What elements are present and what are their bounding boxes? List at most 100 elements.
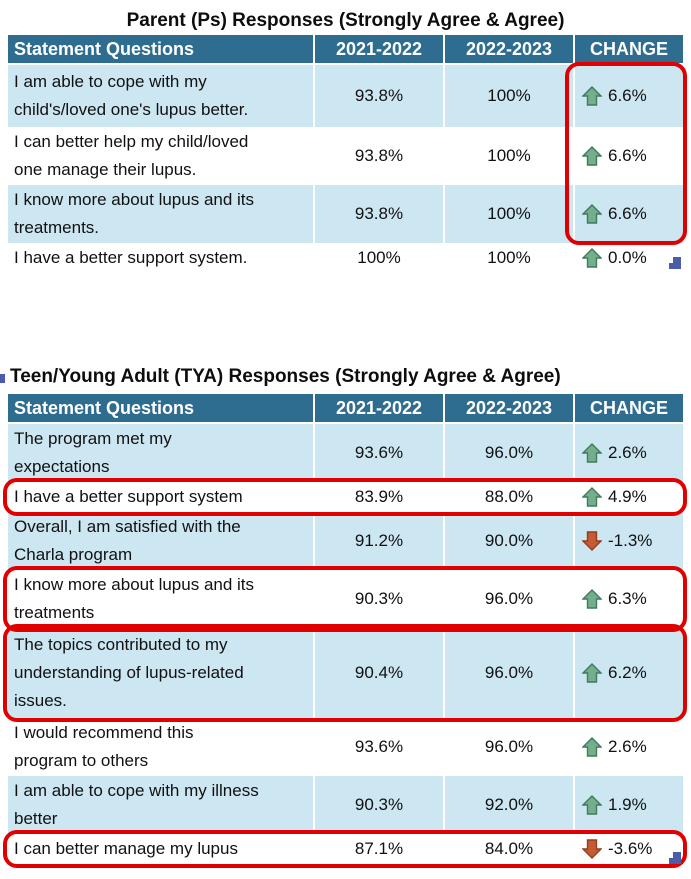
tya-table-title: Teen/Young Adult (TYA) Responses (Strong… [10, 366, 561, 387]
column-header-2021-2022: 2021-2022 [313, 394, 443, 424]
table-resize-handle-icon[interactable] [669, 852, 681, 864]
tya-table-header-row: Statement Questions 2021-2022 2022-2023 … [8, 394, 683, 424]
value-cell-2022-2023: 100% [443, 185, 573, 243]
tya-table: Statement Questions 2021-2022 2022-2023 … [8, 394, 683, 864]
statement-cell: Overall, I am satisfied with the Charla … [8, 512, 313, 570]
table-row: I would recommend this program to others… [8, 718, 683, 776]
column-header-change: CHANGE [573, 35, 683, 65]
value-cell-2022-2023: 90.0% [443, 512, 573, 570]
change-cell: -3.6% [573, 834, 683, 864]
change-value: 1.9% [608, 795, 647, 814]
parent-table-title: Parent (Ps) Responses (Strongly Agree & … [126, 10, 565, 31]
value-cell-2022-2023: 92.0% [443, 776, 573, 834]
change-value: -3.6% [608, 839, 653, 858]
statement-cell: I have a better support system. [8, 243, 313, 273]
statement-cell: The topics contributed to my understandi… [8, 628, 313, 718]
table-row: I am able to cope with my illness better… [8, 776, 683, 834]
value-cell-2021-2022: 100% [313, 243, 443, 273]
change-cell: 0.0% [573, 243, 683, 273]
up-arrow-icon [582, 443, 602, 463]
value-cell-2021-2022: 83.9% [313, 482, 443, 512]
change-value: 6.3% [608, 589, 647, 608]
up-arrow-icon [582, 487, 602, 507]
table-row: I have a better support system. 100% 100… [8, 243, 683, 273]
change-value: 0.0% [608, 248, 647, 267]
value-cell-2022-2023: 88.0% [443, 482, 573, 512]
down-arrow-icon [582, 531, 602, 551]
value-cell-2021-2022: 93.6% [313, 424, 443, 482]
value-cell-2022-2023: 84.0% [443, 834, 573, 864]
column-header-2022-2023: 2022-2023 [443, 394, 573, 424]
table-row: I am able to cope with my child's/loved … [8, 65, 683, 127]
table-row: I have a better support system 83.9% 88.… [8, 482, 683, 512]
table-row: Overall, I am satisfied with the Charla … [8, 512, 683, 570]
value-cell-2022-2023: 96.0% [443, 628, 573, 718]
statement-cell: I can better help my child/loved one man… [8, 127, 313, 185]
value-cell-2021-2022: 90.3% [313, 570, 443, 628]
change-cell: 1.9% [573, 776, 683, 834]
change-cell: 6.3% [573, 570, 683, 628]
column-header-2021-2022: 2021-2022 [313, 35, 443, 65]
change-cell: 2.6% [573, 424, 683, 482]
up-arrow-icon [582, 663, 602, 683]
statement-cell: The program met my expectations [8, 424, 313, 482]
change-value: 4.9% [608, 487, 647, 506]
column-header-statement-questions: Statement Questions [8, 394, 313, 424]
value-cell-2022-2023: 96.0% [443, 570, 573, 628]
value-cell-2022-2023: 96.0% [443, 718, 573, 776]
statement-cell: I have a better support system [8, 482, 313, 512]
column-header-statement-questions: Statement Questions [8, 35, 313, 65]
change-value: -1.3% [608, 531, 653, 550]
up-arrow-icon [582, 248, 602, 268]
table-row: The topics contributed to my understandi… [8, 628, 683, 718]
value-cell-2021-2022: 90.4% [313, 628, 443, 718]
change-cell: 6.2% [573, 628, 683, 718]
change-value: 6.6% [608, 146, 647, 165]
value-cell-2021-2022: 87.1% [313, 834, 443, 864]
value-cell-2021-2022: 93.8% [313, 127, 443, 185]
value-cell-2022-2023: 100% [443, 243, 573, 273]
value-cell-2022-2023: 100% [443, 65, 573, 127]
table-row: I know more about lupus and its treatmen… [8, 185, 683, 243]
up-arrow-icon [582, 737, 602, 757]
change-value: 2.6% [608, 443, 647, 462]
change-cell: -1.3% [573, 512, 683, 570]
value-cell-2021-2022: 90.3% [313, 776, 443, 834]
table-row: I can better help my child/loved one man… [8, 127, 683, 185]
value-cell-2021-2022: 93.8% [313, 185, 443, 243]
value-cell-2022-2023: 96.0% [443, 424, 573, 482]
table-resize-handle-icon[interactable] [0, 374, 5, 383]
down-arrow-icon [582, 839, 602, 859]
change-cell: 6.6% [573, 185, 683, 243]
change-cell: 2.6% [573, 718, 683, 776]
change-cell: 6.6% [573, 127, 683, 185]
table-resize-handle-icon[interactable] [669, 257, 681, 269]
change-value: 2.6% [608, 737, 647, 756]
up-arrow-icon [582, 795, 602, 815]
value-cell-2021-2022: 93.8% [313, 65, 443, 127]
statement-cell: I know more about lupus and its treatmen… [8, 185, 313, 243]
change-cell: 4.9% [573, 482, 683, 512]
statement-cell: I would recommend this program to others [8, 718, 313, 776]
value-cell-2021-2022: 91.2% [313, 512, 443, 570]
statement-cell: I know more about lupus and its treatmen… [8, 570, 313, 628]
parent-table-header-row: Statement Questions 2021-2022 2022-2023 … [8, 35, 683, 65]
up-arrow-icon [582, 589, 602, 609]
change-value: 6.2% [608, 663, 647, 682]
table-row: The program met my expectations 93.6% 96… [8, 424, 683, 482]
value-cell-2022-2023: 100% [443, 127, 573, 185]
change-value: 6.6% [608, 204, 647, 223]
up-arrow-icon [582, 204, 602, 224]
change-cell: 6.6% [573, 65, 683, 127]
parent-table: Statement Questions 2021-2022 2022-2023 … [8, 35, 683, 273]
table-row: I know more about lupus and its treatmen… [8, 570, 683, 628]
table-row: I can better manage my lupus 87.1% 84.0%… [8, 834, 683, 864]
statement-cell: I am able to cope with my child's/loved … [8, 65, 313, 127]
up-arrow-icon [582, 86, 602, 106]
statement-cell: I am able to cope with my illness better [8, 776, 313, 834]
up-arrow-icon [582, 146, 602, 166]
column-header-change: CHANGE [573, 394, 683, 424]
column-header-2022-2023: 2022-2023 [443, 35, 573, 65]
change-value: 6.6% [608, 86, 647, 105]
